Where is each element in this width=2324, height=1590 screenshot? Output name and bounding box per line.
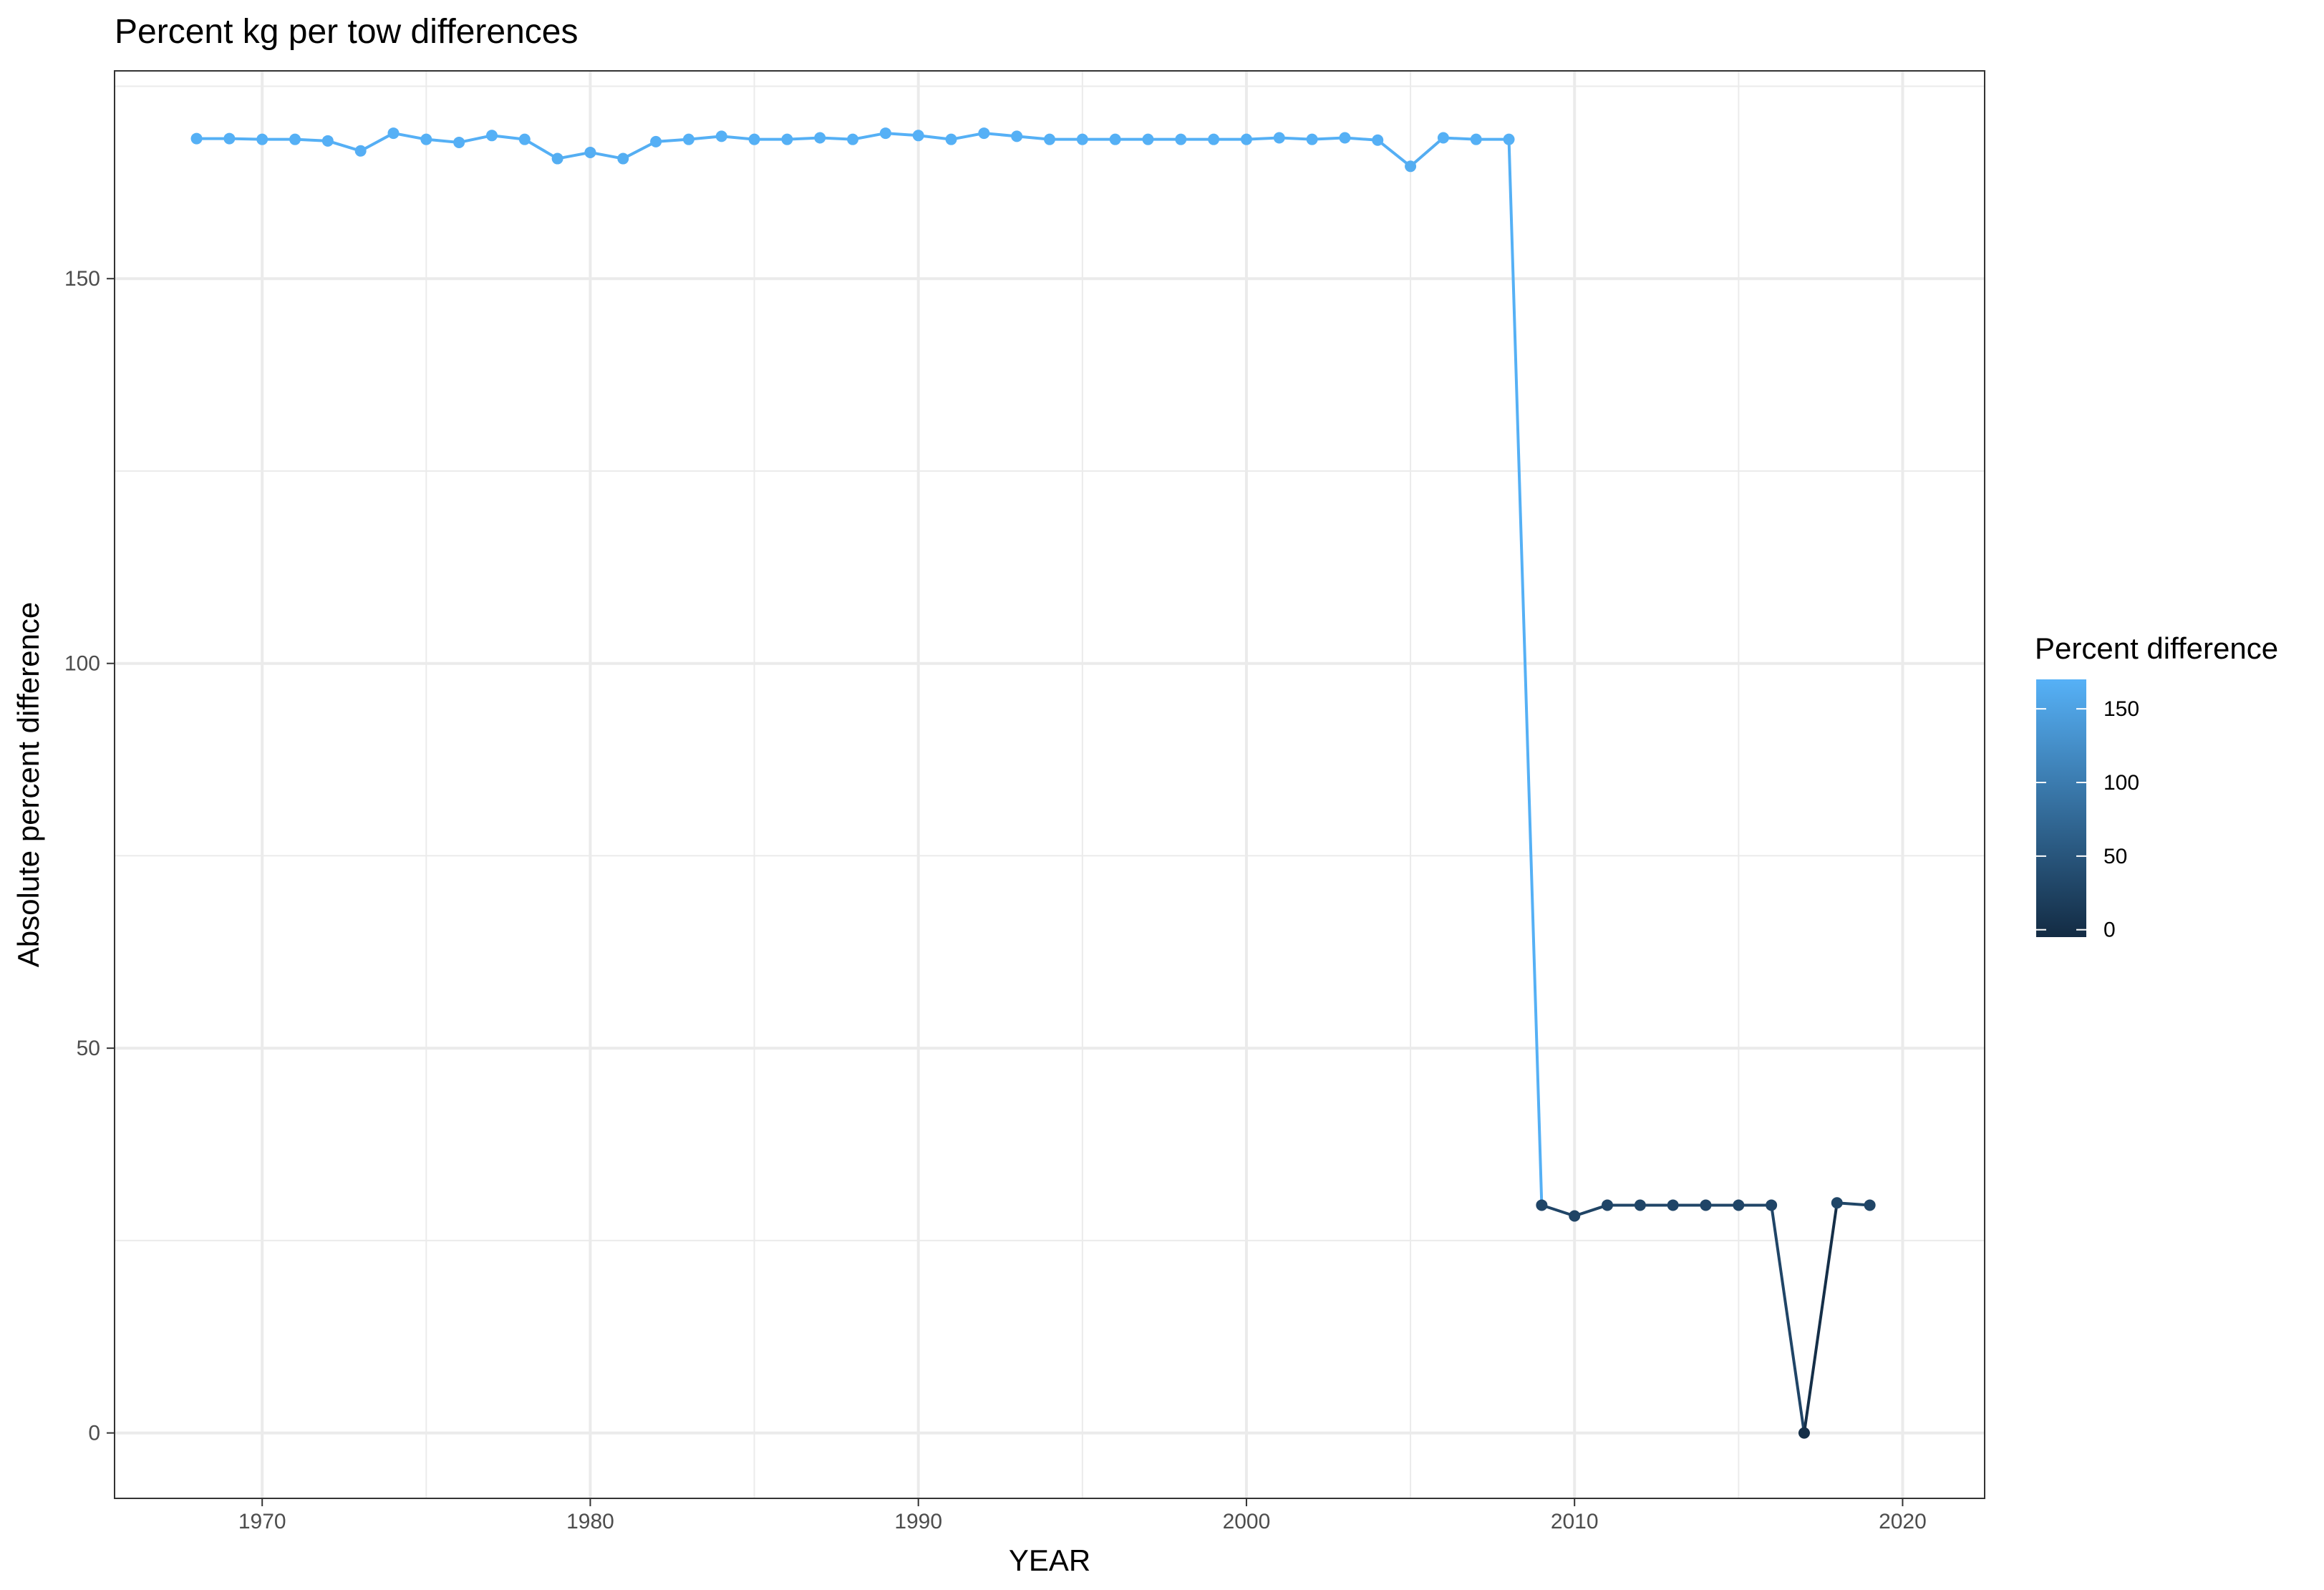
- legend-colorbar: [2036, 679, 2086, 937]
- data-point: [682, 133, 694, 145]
- data-point: [847, 133, 859, 145]
- data-point: [1175, 133, 1187, 145]
- data-point: [1273, 132, 1285, 144]
- data-point: [518, 133, 531, 145]
- series-line-segment: [1507, 137, 1544, 1207]
- series-line-segment: [1409, 136, 1445, 168]
- y-axis: 0 50 100 150: [64, 267, 115, 1445]
- legend-ticks: 150 100 50 0: [2036, 697, 2139, 942]
- data-point: [1076, 133, 1088, 145]
- x-tick-label: 1970: [238, 1510, 286, 1533]
- data-point: [1240, 133, 1252, 145]
- data-point: [1044, 133, 1055, 145]
- y-tick-label: 150: [64, 267, 100, 291]
- data-point: [289, 133, 301, 145]
- x-tick-label: 1980: [566, 1510, 614, 1533]
- grid-major: [115, 71, 1985, 1498]
- data-point: [1372, 134, 1384, 146]
- data-point: [978, 127, 990, 140]
- legend: Percent difference 150 100 50 0: [2035, 631, 2278, 942]
- data-point: [1208, 133, 1220, 145]
- plot-border: [114, 70, 1985, 1499]
- y-tick-label: 0: [88, 1422, 100, 1445]
- data-point: [1109, 133, 1121, 145]
- data-point: [1864, 1199, 1876, 1211]
- data-point: [1405, 160, 1417, 173]
- data-point: [354, 145, 367, 157]
- x-tick-label: 2000: [1223, 1510, 1271, 1533]
- series-line-segment: [1540, 1203, 1577, 1218]
- data-point: [584, 146, 596, 158]
- series-line-segment: [1573, 1203, 1609, 1218]
- y-tick-label: 50: [77, 1037, 100, 1060]
- plot-panel: [115, 71, 1985, 1498]
- legend-label: 0: [2103, 918, 2116, 942]
- data-point: [748, 133, 760, 145]
- data-point: [551, 152, 563, 165]
- data-point: [945, 133, 957, 145]
- series-line-segment: [1802, 1201, 1839, 1435]
- data-point: [1634, 1199, 1646, 1211]
- data-point: [453, 136, 465, 148]
- x-tick-label: 2010: [1551, 1510, 1599, 1533]
- chart-title: Percent kg per tow differences: [115, 13, 578, 51]
- data-point: [485, 130, 498, 142]
- data-point: [1831, 1197, 1843, 1209]
- y-axis-title: Absolute percent difference: [11, 602, 45, 968]
- legend-title: Percent difference: [2035, 631, 2278, 665]
- data-point: [814, 132, 826, 144]
- series-line-segment: [1770, 1203, 1806, 1435]
- data-point: [321, 135, 334, 147]
- series-points: [190, 127, 1876, 1439]
- legend-label: 50: [2103, 845, 2127, 868]
- data-point: [1306, 133, 1318, 145]
- data-point: [715, 130, 727, 142]
- x-axis: 1970 1980 1990 2000 2010 2020: [238, 1498, 1927, 1533]
- data-point: [781, 133, 793, 145]
- data-point: [1798, 1427, 1810, 1439]
- data-point: [256, 133, 268, 145]
- series-line-segment: [1376, 138, 1413, 168]
- data-point: [1011, 130, 1023, 142]
- data-point: [1470, 133, 1482, 145]
- data-point: [879, 127, 891, 140]
- data-point: [650, 135, 662, 147]
- data-point: [223, 132, 236, 145]
- data-point: [1339, 132, 1351, 144]
- x-axis-title: YEAR: [1009, 1543, 1090, 1577]
- data-point: [1766, 1199, 1778, 1211]
- data-point: [1503, 133, 1515, 145]
- data-point: [1667, 1199, 1679, 1211]
- x-tick-label: 2020: [1879, 1510, 1927, 1533]
- data-point: [1569, 1210, 1581, 1222]
- data-point: [1437, 132, 1449, 144]
- data-point: [1602, 1199, 1614, 1211]
- data-point: [1733, 1199, 1745, 1211]
- series-line-segment: [621, 140, 658, 160]
- y-tick-label: 100: [64, 652, 100, 676]
- data-point: [420, 133, 432, 145]
- series-line-segment: [359, 132, 395, 152]
- series-line-segment: [523, 137, 559, 160]
- data-point: [190, 132, 203, 145]
- grid-minor: [115, 71, 1985, 1498]
- legend-label: 100: [2103, 771, 2139, 795]
- data-point: [1142, 133, 1154, 145]
- data-point: [387, 127, 400, 140]
- data-point: [617, 152, 629, 165]
- x-tick-label: 1990: [894, 1510, 942, 1533]
- legend-label: 150: [2103, 697, 2139, 721]
- data-point: [1536, 1199, 1548, 1211]
- data-point: [912, 130, 924, 142]
- data-point: [1700, 1199, 1712, 1211]
